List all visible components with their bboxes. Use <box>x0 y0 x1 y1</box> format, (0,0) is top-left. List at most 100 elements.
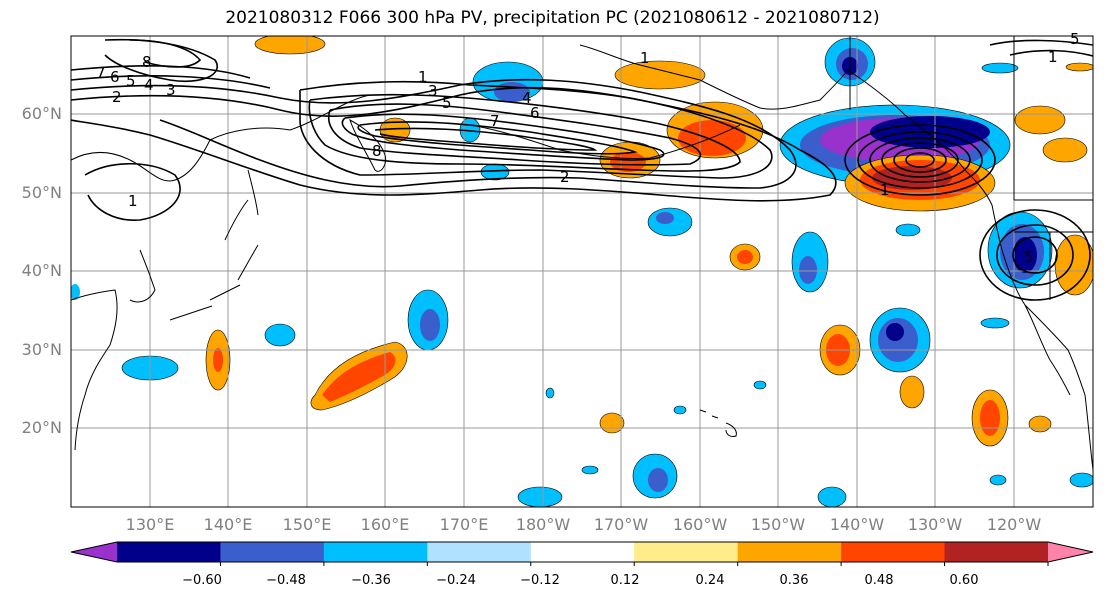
precip-patch <box>753 380 767 390</box>
contour-labels: 7 6 5 4 3 8 2 1 1 3 5 4 6 7 8 2 1 1 5 1 … <box>96 30 1080 266</box>
precip-patch <box>517 486 563 507</box>
precip-patch <box>420 309 440 341</box>
precip-patch <box>322 352 396 402</box>
precip-patch <box>264 323 296 347</box>
precip-patch <box>886 323 904 341</box>
pv-contour <box>996 224 1074 286</box>
pv-contour <box>869 137 971 183</box>
colorbar-tick-label: −0.24 <box>436 573 476 588</box>
lon-label: 170°E <box>439 515 489 534</box>
precip-patch <box>989 474 1007 486</box>
colorbar-tick-label: 0.24 <box>695 573 725 588</box>
contour-label: 7 <box>490 112 500 130</box>
colorbar-tick-label: −0.60 <box>182 573 222 588</box>
colorbar-segment <box>944 542 1049 562</box>
precip-patch <box>1014 105 1066 135</box>
lon-label: 140°E <box>203 515 253 534</box>
contour-label: 5 <box>442 94 452 112</box>
precip-patch <box>71 284 80 300</box>
colorbar-segment <box>323 542 428 562</box>
hawaii-islands <box>699 409 737 437</box>
contour-label: 7 <box>96 64 106 82</box>
precip-patch <box>737 250 753 264</box>
colorbar-tick-label: −0.36 <box>351 573 391 588</box>
pv-contour <box>893 147 947 173</box>
precip-patch <box>1028 415 1052 433</box>
pv-contour <box>1012 236 1058 274</box>
contour-label: 2 <box>112 88 122 106</box>
pv-contour <box>71 78 797 189</box>
lon-label: 130°W <box>907 515 963 534</box>
sakhalin-coast <box>247 169 259 216</box>
map-frame <box>70 35 1094 508</box>
contour-label: 8 <box>372 142 382 160</box>
contour-label: 4 <box>144 76 154 94</box>
precip-patch <box>799 256 817 284</box>
contour-label: 4 <box>522 89 532 107</box>
contour-label: 1 <box>128 192 138 210</box>
lat-label: 50°N <box>21 183 62 202</box>
korea-coast <box>129 249 156 303</box>
pv-contour <box>989 39 1093 46</box>
contour-label: 2 <box>560 168 570 186</box>
precip-patch <box>254 36 326 55</box>
baja-coast <box>1024 304 1071 396</box>
colorbar-segment <box>1048 542 1093 562</box>
coastlines <box>71 36 1093 471</box>
lon-label: 150°W <box>750 515 806 534</box>
pv-contour <box>1009 49 1093 57</box>
colorbar-tick-label: −0.48 <box>266 573 306 588</box>
precip-patch <box>213 348 223 372</box>
gridlines <box>71 36 1093 507</box>
precip-patch <box>981 62 1019 74</box>
pv-contours <box>71 38 1093 301</box>
precip-field <box>71 36 1093 507</box>
precip-patch <box>1069 472 1093 488</box>
precip-patch <box>1065 62 1093 72</box>
contour-label: 6 <box>530 104 540 122</box>
lon-label: 180°W <box>515 515 571 534</box>
lon-label: 130°E <box>125 515 175 534</box>
precip-patch <box>480 163 510 181</box>
colorbar-segment <box>220 542 325 562</box>
mexico-coast <box>1084 394 1093 471</box>
pv-contour <box>129 39 202 68</box>
pv-contour <box>84 162 181 221</box>
colorbar-segment <box>530 542 635 562</box>
contour-label: 5 <box>1070 30 1080 48</box>
contour-label: 3 <box>428 82 438 100</box>
precip-patch <box>980 317 1010 329</box>
lat-label: 60°N <box>21 104 62 123</box>
pv-contour <box>905 152 935 168</box>
colorbar-tick-label: 0.36 <box>779 573 809 588</box>
pv-contour <box>71 86 837 202</box>
map-title: 2021080312 F066 300 hPa PV, precipitatio… <box>225 8 880 28</box>
precip-patch <box>599 412 625 434</box>
contour-label: 5 <box>126 72 136 90</box>
precip-patch <box>817 486 847 507</box>
lat-label: 20°N <box>21 418 62 437</box>
precip-patch <box>614 60 706 90</box>
pv-contour <box>341 113 665 161</box>
china-coast <box>71 289 118 451</box>
pv-contour <box>857 131 983 189</box>
contour-label: 5 <box>1024 248 1034 266</box>
border-us <box>1014 231 1093 300</box>
colorbar-segment <box>737 542 842 562</box>
precip-patch <box>581 465 599 475</box>
japan-coast <box>169 199 259 321</box>
precip-patch <box>656 212 674 224</box>
precip-patch <box>545 387 555 399</box>
colorbar-segment <box>634 542 739 562</box>
precip-patch <box>1013 237 1037 273</box>
pv-contour <box>71 75 773 179</box>
pv-contour <box>328 103 702 166</box>
lat-label: 40°N <box>21 261 62 280</box>
colorbar-tick-label: −0.12 <box>520 573 560 588</box>
pv-contour <box>374 127 598 151</box>
bc-coast <box>847 69 993 206</box>
colorbar-segment <box>117 542 221 562</box>
precip-patch <box>1042 137 1088 163</box>
pv-contour <box>979 209 1091 301</box>
